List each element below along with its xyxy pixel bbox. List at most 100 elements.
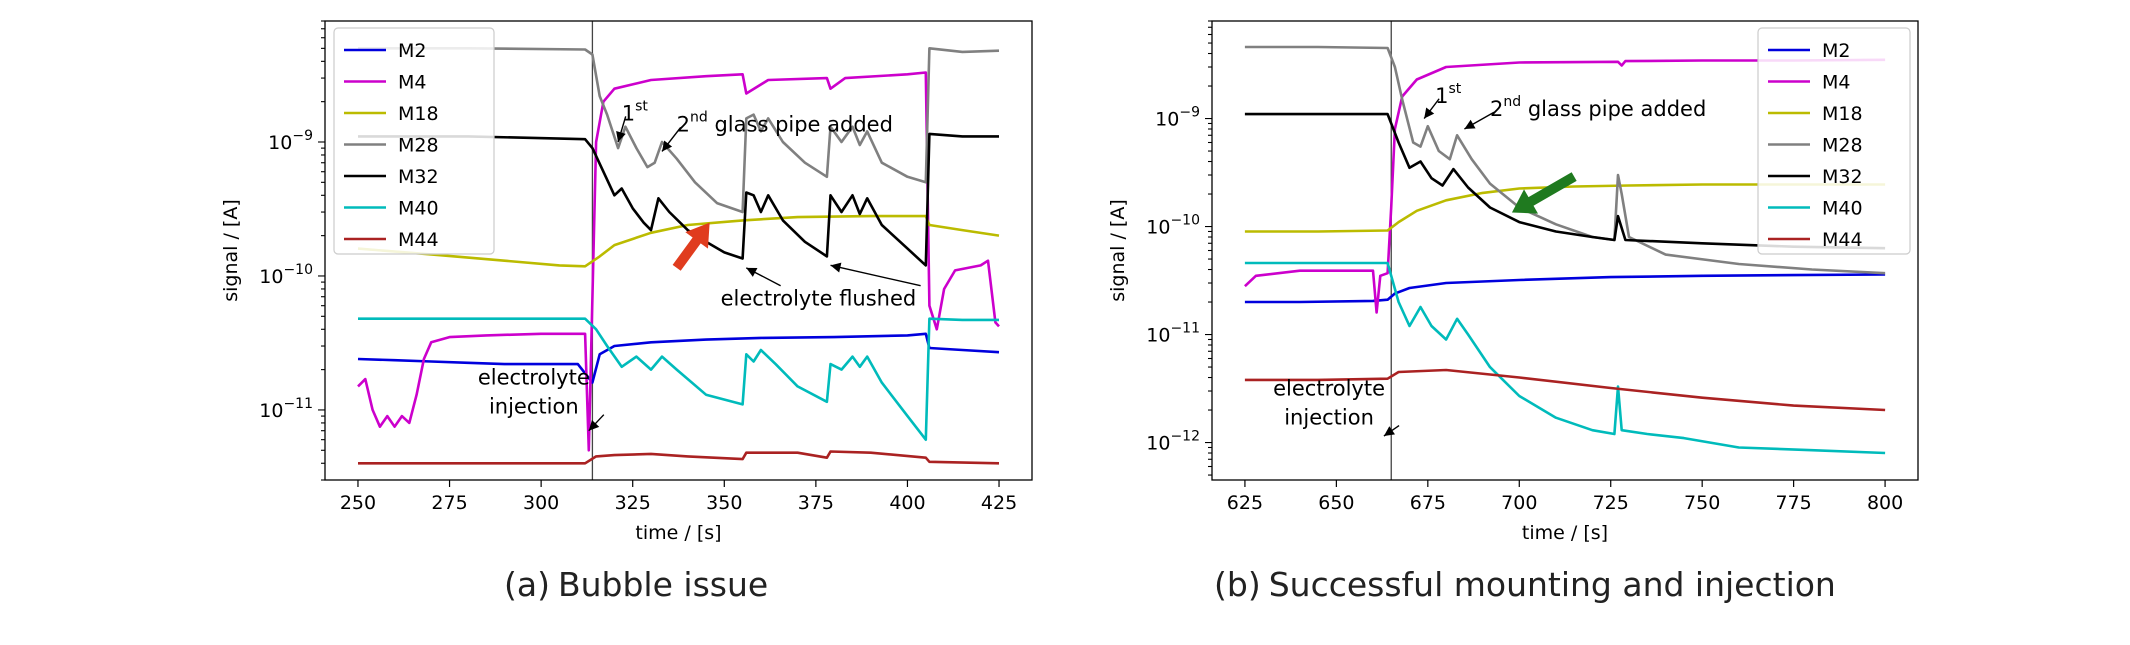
annotation-suffix: glass pipe added <box>708 112 893 136</box>
annotation-superscript: st <box>635 98 648 114</box>
annotation-arrow-head <box>662 140 673 152</box>
legend-label-m18: M18 <box>1822 103 1863 125</box>
legend-box <box>1757 27 1911 255</box>
legend-label-m28: M28 <box>398 135 439 157</box>
legend-label-m4: M4 <box>398 72 426 94</box>
x-tick-label: 350 <box>706 492 742 514</box>
annotation-text: electrolyte flushed <box>721 287 917 311</box>
legend-label-m40: M40 <box>1822 198 1863 220</box>
annotation-text: 2nd glass pipe added <box>1490 94 1706 121</box>
annotation-superscript: st <box>1449 81 1462 97</box>
highlight-arrow <box>672 222 710 271</box>
annotation-2: electrolyte injection <box>1273 377 1400 437</box>
annotation-arrow-head <box>616 130 626 142</box>
caption-b-label: (b) <box>1214 565 1261 604</box>
caption-b: (b) Successful mounting and injection <box>1214 565 1836 604</box>
y-tick-exponent: −11 <box>283 396 313 412</box>
series-line-m2 <box>357 332 1000 384</box>
x-tick-label: 325 <box>615 492 651 514</box>
y-tick-exponent: −10 <box>283 262 313 278</box>
series-line-m32 <box>1244 112 1886 250</box>
annotation-0: 1st <box>1423 81 1462 119</box>
legend-label-m32: M32 <box>1822 166 1863 188</box>
x-tick-label: 375 <box>798 492 834 514</box>
y-tick-label: 10−9 <box>1155 105 1200 131</box>
x-axis-label: time / [s] <box>1522 522 1608 544</box>
annotation-main: electrolyte flushed <box>721 287 917 311</box>
annotation-1: 2nd glass pipe added <box>661 109 893 152</box>
highlight-arrow <box>1511 172 1577 214</box>
y-tick-exponent: −11 <box>1170 321 1200 337</box>
series-line-m18 <box>1244 183 1886 233</box>
annotation-arrow-head <box>746 267 758 277</box>
annotation-arrow-head <box>588 419 600 431</box>
y-tick-label: 10−10 <box>259 262 313 288</box>
annotation-3: electrolyte injection <box>478 366 605 432</box>
annotation-arrow-head <box>1424 107 1435 119</box>
y-axis-label: signal / [A] <box>220 199 242 302</box>
x-tick-label: 300 <box>523 492 559 514</box>
annotation-superscript: nd <box>690 109 708 125</box>
x-tick-label: 625 <box>1227 492 1263 514</box>
legend: M2 M4 M18 M28 M32 M40 M44 <box>1757 27 1911 255</box>
annotation-text: 1st <box>1435 81 1462 108</box>
series-line-m2 <box>1244 273 1886 304</box>
annotation-text: 1st <box>622 98 649 125</box>
y-tick-exponent: −9 <box>1179 105 1200 121</box>
annotation-text: electrolyte <box>478 366 590 390</box>
y-axis-label: signal / [A] <box>1107 199 1129 302</box>
series-group <box>357 47 1000 465</box>
legend-label-m4: M4 <box>1822 72 1850 94</box>
annotation-text: 2nd glass pipe added <box>677 109 893 136</box>
series-line-m28 <box>358 47 1000 214</box>
x-tick-label: 700 <box>1501 492 1537 514</box>
x-tick-label: 275 <box>431 492 467 514</box>
annotation-text-line2: injection <box>489 395 579 419</box>
legend-label-m28: M28 <box>1822 135 1863 157</box>
annotation-superscript: nd <box>1503 94 1521 110</box>
series-line-m44 <box>1244 368 1886 412</box>
series-line-m40 <box>1244 261 1886 455</box>
y-tick-label: 10−9 <box>268 128 313 154</box>
x-tick-label: 425 <box>981 492 1017 514</box>
legend-label-m2: M2 <box>1822 40 1850 62</box>
y-tick-base: 10 <box>1146 217 1170 239</box>
y-tick-label: 10−11 <box>1146 321 1200 347</box>
series-line-m40 <box>358 317 999 441</box>
y-tick-base: 10 <box>1146 433 1170 455</box>
chart-panel-a: 250 275 300 325 350 375 400 425 time / [s] 10 −11 1… <box>220 20 1033 544</box>
legend-box <box>333 27 495 255</box>
x-tick-label: 250 <box>340 492 376 514</box>
annotation-main: 2 <box>677 112 690 136</box>
legend-label-m2: M2 <box>398 40 426 62</box>
y-tick-exponent: −10 <box>1170 213 1200 229</box>
annotation-text: electrolyte <box>1273 377 1385 401</box>
y-tick-base: 10 <box>268 132 292 154</box>
legend-label-m40: M40 <box>398 198 439 220</box>
legend-label-m18: M18 <box>398 103 439 125</box>
y-tick-base: 10 <box>1155 109 1179 131</box>
annotation-arrow-shaft <box>830 264 921 287</box>
y-tick-base: 10 <box>1146 325 1170 347</box>
x-tick-label: 750 <box>1684 492 1720 514</box>
y-tick-exponent: −9 <box>292 128 313 144</box>
annotation-0: 1st <box>616 98 649 143</box>
x-tick-label: 725 <box>1593 492 1629 514</box>
series-line-m44 <box>358 450 1000 465</box>
annotation-arrow-head <box>1464 119 1476 130</box>
plot-frame <box>324 20 1033 481</box>
annotation-suffix: glass pipe added <box>1521 97 1706 121</box>
x-axis-label: time / [s] <box>635 522 721 544</box>
annotation-2: electrolyte flushed <box>721 262 921 311</box>
annotation-main: 2 <box>1490 97 1503 121</box>
y-tick-base: 10 <box>259 266 283 288</box>
y-tick-label: 10−12 <box>1146 429 1200 455</box>
series-line-m32 <box>358 132 999 267</box>
annotation-main: 1 <box>1435 84 1448 108</box>
x-tick-label: 400 <box>889 492 925 514</box>
legend-label-m32: M32 <box>398 166 439 188</box>
legend: M2 M4 M18 M28 M32 M40 M44 <box>333 27 495 255</box>
legend-label-m44: M44 <box>398 229 439 251</box>
y-tick-exponent: −12 <box>1170 429 1200 445</box>
